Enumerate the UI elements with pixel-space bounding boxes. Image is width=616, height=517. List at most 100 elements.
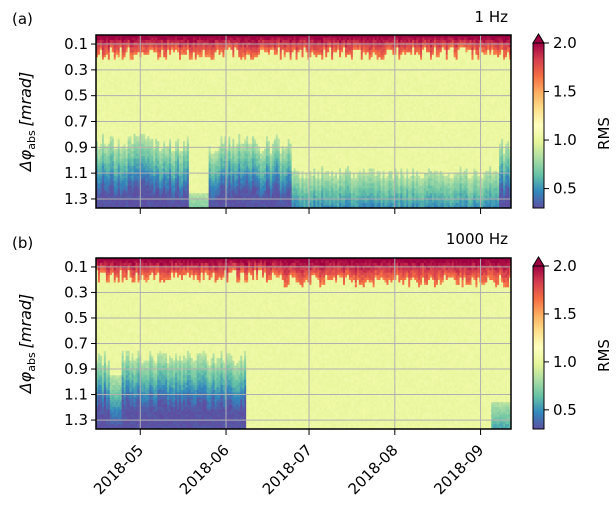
heatmap-cell bbox=[173, 136, 176, 140]
heatmap-cell bbox=[99, 178, 103, 182]
heatmap-cell bbox=[179, 59, 182, 63]
heatmap-cell bbox=[117, 77, 121, 81]
heatmap-cell bbox=[103, 89, 107, 93]
heatmap-cell bbox=[131, 81, 135, 86]
heatmap-cell bbox=[117, 175, 121, 179]
heatmap-cell bbox=[107, 39, 111, 44]
heatmap-cell bbox=[129, 101, 133, 105]
heatmap-cell bbox=[113, 47, 117, 51]
heatmap-cell bbox=[147, 195, 150, 199]
heatmap-cell bbox=[117, 86, 121, 90]
heatmap-cell bbox=[133, 106, 137, 110]
heatmap-cell bbox=[163, 175, 166, 179]
heatmap-cell bbox=[157, 143, 160, 147]
heatmap-cell bbox=[169, 37, 172, 41]
heatmap-cell bbox=[141, 175, 145, 179]
heatmap-cell bbox=[123, 178, 127, 182]
heatmap-cell bbox=[113, 116, 117, 120]
heatmap-cell bbox=[96, 69, 99, 73]
heatmap-cell bbox=[135, 193, 139, 197]
heatmap-cell bbox=[169, 86, 172, 90]
heatmap-cell bbox=[135, 49, 139, 53]
heatmap-cell bbox=[149, 101, 152, 105]
heatmap-cell bbox=[141, 170, 145, 174]
heatmap-cell bbox=[115, 190, 119, 194]
heatmap-cell bbox=[137, 200, 141, 204]
heatmap-cell bbox=[129, 64, 133, 68]
heatmap-cell bbox=[109, 195, 113, 199]
heatmap-cell bbox=[161, 62, 164, 66]
heatmap-cell bbox=[103, 77, 107, 81]
heatmap-cell bbox=[149, 198, 152, 202]
heatmap-cell bbox=[161, 69, 164, 73]
heatmap-cell bbox=[105, 165, 109, 170]
heatmap-cell bbox=[97, 136, 101, 140]
heatmap-cell bbox=[157, 114, 160, 118]
heatmap-cell bbox=[139, 138, 143, 142]
heatmap-cell bbox=[135, 195, 139, 199]
heatmap-cell bbox=[151, 96, 154, 100]
heatmap-cell bbox=[173, 185, 176, 189]
heatmap-cell bbox=[127, 131, 131, 135]
heatmap-cell bbox=[101, 101, 105, 105]
heatmap-cell bbox=[155, 128, 158, 132]
heatmap-cell bbox=[137, 47, 141, 51]
heatmap-cell bbox=[149, 99, 152, 103]
heatmap-cell bbox=[153, 62, 156, 66]
heatmap-cell bbox=[97, 180, 101, 184]
heatmap-cell bbox=[161, 72, 164, 76]
heatmap-cell bbox=[149, 178, 152, 182]
heatmap-cell bbox=[107, 57, 111, 61]
heatmap-cell bbox=[105, 99, 109, 103]
heatmap-cell bbox=[131, 35, 135, 39]
heatmap-cell bbox=[129, 153, 133, 157]
heatmap-cell bbox=[155, 62, 158, 66]
heatmap-cell bbox=[157, 121, 160, 125]
heatmap-cell bbox=[147, 158, 150, 162]
heatmap-cell bbox=[143, 81, 147, 86]
heatmap-cell bbox=[99, 67, 103, 71]
heatmap-cell bbox=[177, 188, 180, 192]
heatmap-cell bbox=[125, 116, 129, 120]
heatmap-cell bbox=[135, 203, 139, 207]
heatmap-cell bbox=[137, 79, 141, 83]
heatmap-cell bbox=[155, 106, 158, 110]
heatmap-cell bbox=[137, 86, 141, 90]
heatmap-cell bbox=[145, 69, 148, 73]
heatmap-cell bbox=[127, 190, 131, 194]
heatmap-cell bbox=[113, 151, 117, 155]
heatmap-cell bbox=[159, 101, 162, 105]
heatmap-cell bbox=[125, 183, 129, 187]
heatmap-cell bbox=[113, 190, 117, 194]
heatmap-cell bbox=[155, 200, 158, 204]
heatmap-cell bbox=[111, 175, 115, 179]
heatmap-cell bbox=[105, 138, 109, 142]
heatmap-cell bbox=[131, 114, 135, 118]
heatmap-cell bbox=[173, 37, 176, 41]
heatmap-cell bbox=[141, 158, 145, 162]
heatmap-cell bbox=[101, 99, 105, 103]
heatmap-cell bbox=[161, 128, 164, 132]
heatmap-cell bbox=[101, 188, 105, 192]
heatmap-cell bbox=[145, 91, 148, 95]
heatmap-cell bbox=[147, 156, 150, 160]
heatmap-cell bbox=[103, 136, 107, 140]
heatmap-cell bbox=[111, 128, 115, 132]
heatmap-cell bbox=[165, 143, 168, 147]
heatmap-cell bbox=[105, 148, 109, 152]
heatmap-cell bbox=[171, 163, 174, 167]
heatmap-cell bbox=[137, 161, 141, 165]
heatmap-cell bbox=[161, 106, 164, 110]
heatmap-cell bbox=[127, 121, 131, 125]
heatmap-cell bbox=[141, 54, 145, 58]
heatmap-cell bbox=[147, 153, 150, 157]
heatmap-cell bbox=[155, 72, 158, 76]
heatmap-cell bbox=[111, 69, 115, 73]
heatmap-cell bbox=[135, 158, 139, 162]
heatmap-cell bbox=[105, 156, 109, 160]
heatmap-cell bbox=[159, 111, 162, 115]
heatmap-cell bbox=[153, 161, 156, 165]
heatmap-cell bbox=[129, 180, 133, 184]
heatmap-cell bbox=[133, 89, 137, 93]
heatmap-cell bbox=[139, 163, 143, 167]
